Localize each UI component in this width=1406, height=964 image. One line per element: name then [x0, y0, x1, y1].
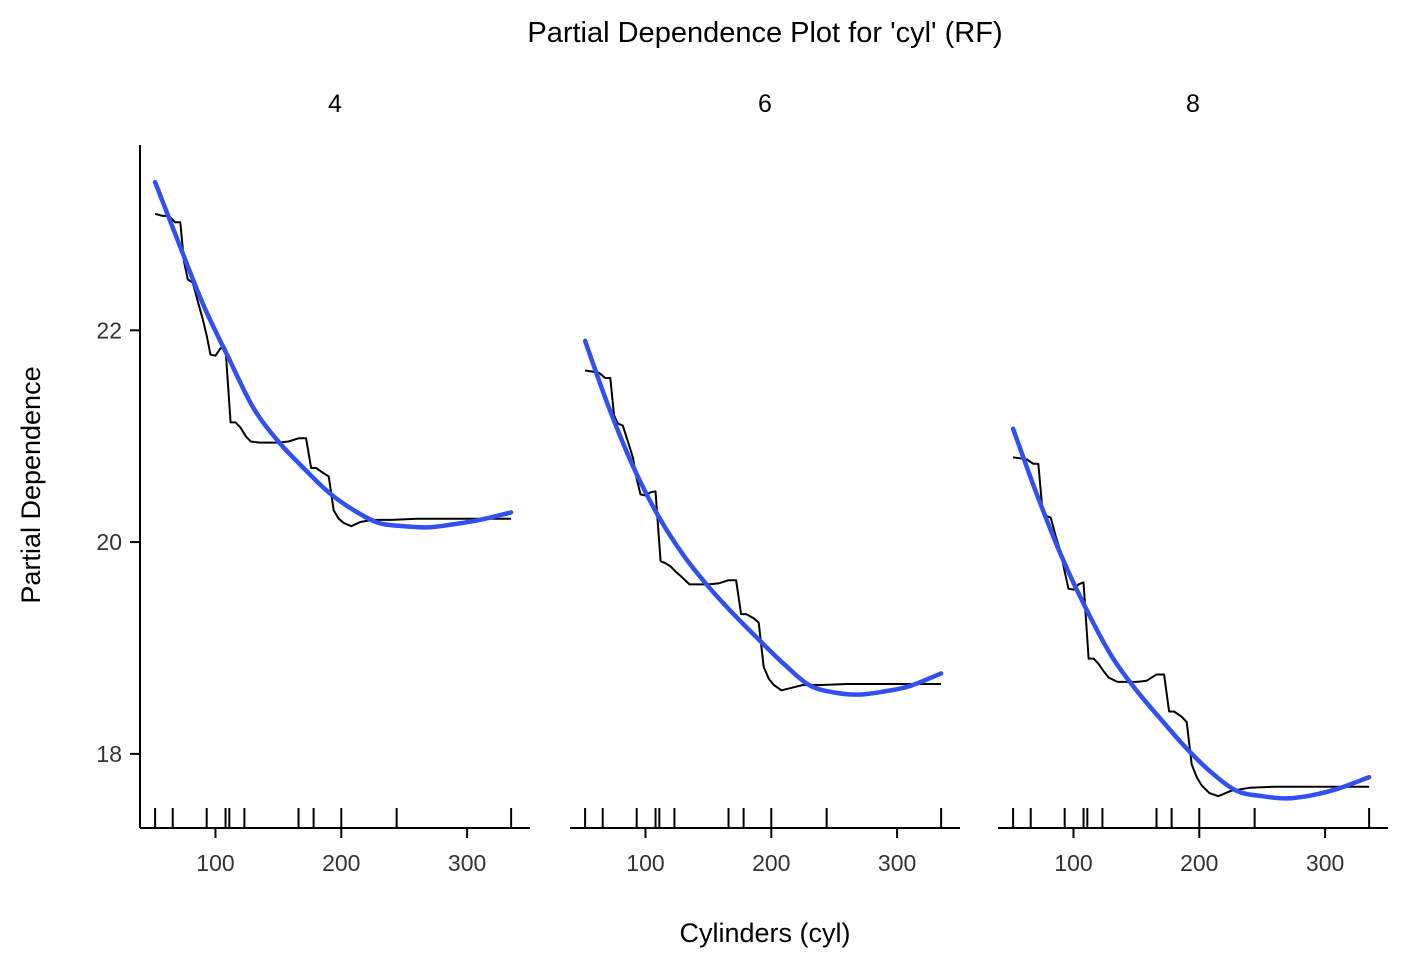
x-tick-label: 200 — [752, 850, 790, 876]
strip-label: 8 — [1186, 90, 1200, 118]
x-tick-label: 100 — [196, 850, 234, 876]
pd-line — [154, 212, 512, 528]
facet-panels: 4 100 200 300 18 20 22 6 100 200 300 8 100 200 300 — [96, 90, 1388, 876]
y-tick-label: 18 — [96, 741, 122, 767]
strip-label: 6 — [758, 90, 772, 118]
smooth-line — [582, 338, 944, 697]
pd-line — [584, 369, 942, 692]
x-axis-title: Cylinders (cyl) — [679, 918, 850, 948]
x-tick-label: 200 — [1180, 850, 1218, 876]
smooth-line — [152, 179, 514, 530]
chart-title: Partial Dependence Plot for 'cyl' (RF) — [527, 17, 1002, 49]
x-tick-label: 300 — [1306, 850, 1344, 876]
x-tick-label: 300 — [448, 850, 486, 876]
panel-8: 8 100 200 300 — [998, 90, 1388, 876]
y-tick-label: 22 — [96, 317, 122, 343]
pd-line — [1012, 456, 1370, 798]
smooth-line — [1010, 426, 1372, 801]
x-tick-label: 300 — [878, 850, 916, 876]
y-tick-label: 20 — [96, 529, 122, 555]
x-tick-label: 100 — [626, 850, 664, 876]
y-axis-title: Partial Dependence — [16, 366, 46, 603]
x-tick-label: 100 — [1054, 850, 1092, 876]
x-tick-label: 200 — [322, 850, 360, 876]
strip-label: 4 — [328, 90, 342, 118]
panel-6: 6 100 200 300 — [570, 90, 960, 876]
panel-4: 4 100 200 300 18 20 22 — [96, 90, 530, 876]
